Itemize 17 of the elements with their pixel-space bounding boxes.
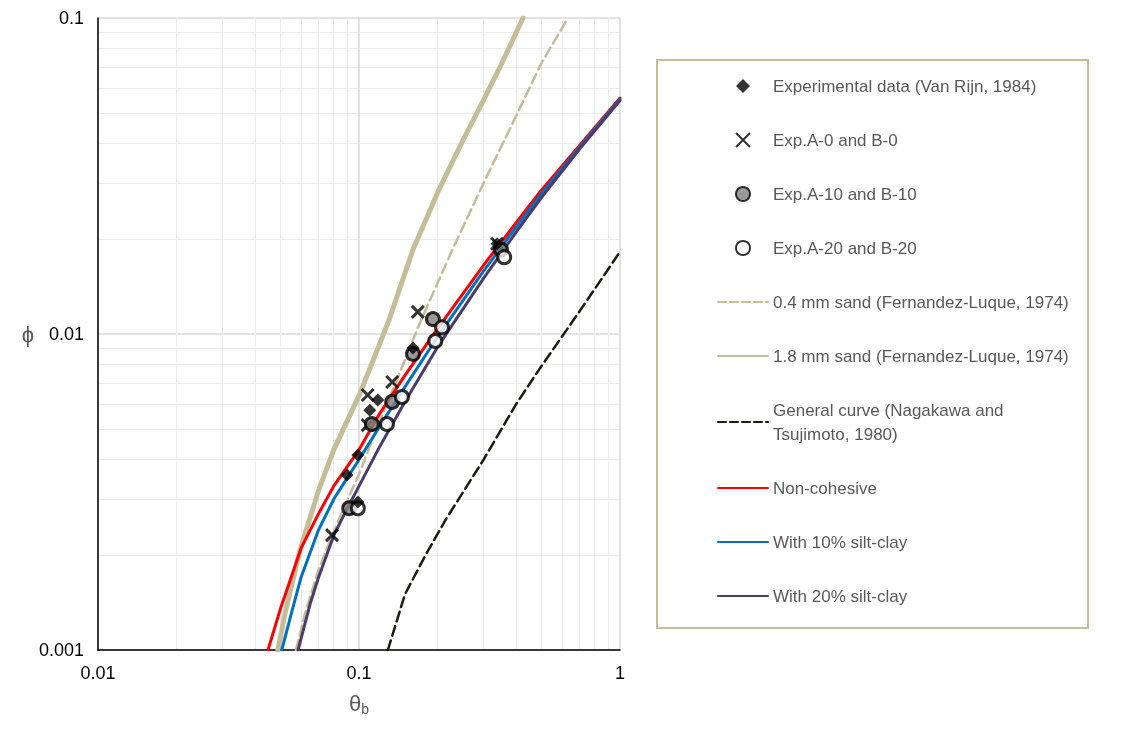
legend-label: Exp.A-10 and B-10 bbox=[773, 184, 917, 204]
x-tick-label: 0.01 bbox=[80, 663, 116, 683]
legend-label: Experimental data (Van Rijn, 1984) bbox=[773, 76, 1037, 96]
legend-label: With 20% silt-clay bbox=[773, 586, 908, 606]
y-tick-label: 0.1 bbox=[58, 8, 84, 28]
legend-label: With 10% silt-clay bbox=[773, 532, 908, 552]
legend-label: Exp.A-20 and B-20 bbox=[773, 238, 917, 258]
y-tick-label: 0.001 bbox=[38, 640, 84, 660]
legend-label: 0.4 mm sand (Fernandez-Luque, 1974) bbox=[773, 292, 1069, 312]
y-axis-title: ϕ bbox=[21, 321, 35, 347]
y-tick-label: 0.01 bbox=[48, 324, 84, 344]
x-tick-label: 0.1 bbox=[346, 663, 372, 683]
legend-label: Exp.A-0 and B-0 bbox=[773, 130, 898, 150]
legend-label: General curve (Nagakawa and Tsujimoto, 1980) bbox=[773, 400, 1009, 444]
x-tick-label: 1 bbox=[614, 663, 626, 683]
legend-label: 1.8 mm sand (Fernandez-Luque, 1974) bbox=[773, 346, 1069, 366]
legend-label: Non-cohesive bbox=[773, 478, 877, 498]
